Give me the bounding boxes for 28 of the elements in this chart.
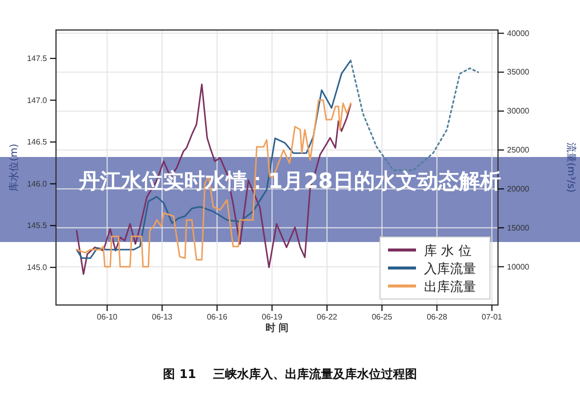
y-tick-label: 146.0	[26, 179, 48, 188]
y2-tick-label: 30000	[507, 106, 530, 116]
y-axis-title: 库水位(m)	[8, 144, 20, 192]
y-tick-label: 147.0	[26, 96, 48, 105]
y2-tick-label: 15000	[507, 223, 530, 232]
y2-tick-label: 25000	[507, 146, 530, 155]
x-tick-label: 06-22	[316, 312, 338, 322]
y2-tick-label: 35000	[507, 68, 530, 77]
x-tick-label: 06-19	[262, 312, 283, 322]
legend-label: 库 水 位	[424, 244, 472, 259]
y-tick-label: 145.0	[26, 262, 48, 272]
y-tick-label: 145.5	[26, 221, 48, 230]
x-tick-label: 06-13	[152, 312, 173, 322]
x-tick-label: 06-16	[206, 312, 228, 322]
legend-label: 出库流量	[424, 279, 476, 295]
x-tick-label: 06-25	[372, 312, 393, 322]
y2-tick-label: 20000	[507, 184, 530, 194]
caption: 图 11 三峡水库入、出库流量及库水位过程图	[163, 367, 417, 381]
y-tick-label: 146.5	[26, 138, 48, 147]
x-tick-label: 06-10	[96, 312, 118, 322]
x-tick-label: 06-28	[426, 312, 448, 322]
x-tick-label: 07-01	[482, 312, 503, 322]
legend-label: 入库流量	[424, 261, 476, 277]
x-axis-title: 时 间	[265, 322, 289, 334]
y-tick-label: 147.5	[26, 54, 48, 63]
y2-tick-label: 40000	[507, 28, 530, 38]
y2-axis-title: 流量(m³/s)	[565, 142, 577, 193]
y2-tick-label: 10000	[507, 262, 530, 272]
